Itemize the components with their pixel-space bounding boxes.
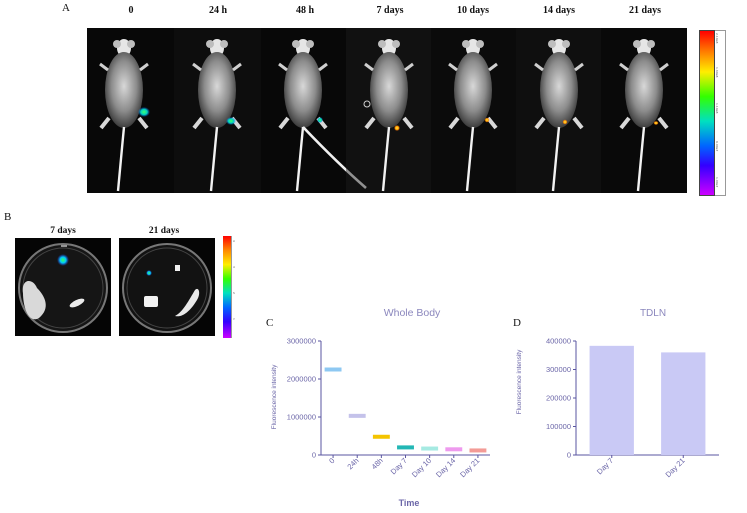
- y-axis-label: Fluorescence intensity: [516, 349, 523, 414]
- y-tick-label: 100000: [546, 422, 571, 431]
- x-tick-label: Day 7: [595, 456, 615, 476]
- x-tick-label: 48h: [370, 456, 385, 471]
- chart-title: TDLN: [640, 308, 666, 319]
- scale-tick-label: 4: [232, 240, 236, 242]
- y-tick-label: 0: [312, 451, 316, 460]
- mouse-image-24h: [191, 37, 243, 193]
- y-tick-label: 1000000: [287, 413, 316, 422]
- x-tick-labels: 0 24h 48h Day 7 Day 10 Day 14 Day 21: [327, 456, 481, 479]
- bar-day-7: [589, 345, 634, 455]
- y-tick-label: 300000: [546, 365, 571, 374]
- chart-bars: [589, 345, 706, 455]
- panel-a-color-scale: [699, 30, 715, 196]
- chart-axes: [573, 340, 719, 458]
- y-axis-label: Fluorescence intensity: [271, 364, 278, 429]
- chart-title: Whole Body: [384, 307, 441, 319]
- y-tick-labels: 0 1000000 2000000 3000000: [287, 337, 316, 460]
- x-tick-label: Day 21: [663, 456, 686, 479]
- timepoint-label: 48 h: [295, 5, 315, 16]
- panel-c-label: C: [266, 317, 274, 329]
- bar-day-14: [445, 447, 463, 452]
- timepoint-label: 21 days: [629, 5, 661, 16]
- x-tick-label: Day 21: [458, 456, 481, 479]
- dish-timepoint-label: 7 days: [50, 226, 76, 236]
- bar-0: [324, 367, 342, 372]
- dish-image-21days: [119, 238, 215, 336]
- y-tick-label: 0: [567, 451, 571, 460]
- bar-24h: [348, 413, 366, 418]
- bar-day-7: [397, 445, 414, 450]
- dish-7days-graphic: [18, 243, 108, 333]
- mouse-images: [98, 28, 687, 193]
- x-tick-label: Day 7: [389, 456, 409, 476]
- y-tick-label: 400000: [546, 337, 571, 346]
- mouse-image-21days: [618, 37, 670, 193]
- x-tick-label: 0: [327, 456, 336, 465]
- dish-timepoint-label: 21 days: [148, 226, 180, 236]
- panel-a-color-scale-ticks: 2.10e8 1.60e8 1.10e8 6.00e7 1.00e7: [715, 30, 726, 196]
- scale-tick-label: 1.00e7: [715, 177, 719, 188]
- mouse-image-0h: [98, 37, 150, 193]
- panel-b-color-scale-ticks: 4 3 2 1: [231, 236, 236, 338]
- scale-tick-label: 1.60e8: [715, 67, 719, 78]
- scale-tick-label: 1.10e8: [715, 103, 719, 114]
- bar-day-21: [661, 352, 706, 455]
- mouse-image-10days: [447, 37, 499, 193]
- chart-axes: [318, 340, 490, 458]
- scale-tick-label: 3: [232, 266, 236, 268]
- chart-bars: [324, 367, 487, 453]
- scale-tick-label: 2.10e8: [715, 33, 719, 44]
- panel-d-label: D: [513, 317, 521, 329]
- mouse-image-7days: [363, 37, 415, 193]
- x-tick-labels: Day 7 Day 21: [595, 456, 687, 479]
- y-tick-labels: 0 100000 200000 300000 400000: [546, 337, 571, 460]
- scale-tick-label: 6.00e7: [715, 141, 719, 152]
- bar-day-10: [421, 446, 439, 451]
- dish-image-7days: [15, 238, 111, 336]
- timepoint-label: 7 days: [376, 5, 404, 16]
- x-tick-label: Day 10: [410, 456, 433, 479]
- bar-day-21: [469, 448, 487, 453]
- timepoint-label: 10 days: [457, 5, 489, 16]
- mouse-imaging-strip: [87, 28, 687, 193]
- mouse-image-48h: [277, 37, 367, 193]
- panel-b-color-scale: [223, 236, 231, 338]
- panel-a-label: A: [62, 2, 70, 14]
- scale-tick-label: 2: [232, 292, 236, 294]
- bar-48h: [372, 434, 390, 439]
- timepoint-label: 0: [128, 5, 134, 16]
- dish-21days-graphic: [122, 243, 212, 333]
- scale-tick-label: 1: [232, 318, 236, 320]
- y-tick-label: 3000000: [287, 337, 316, 346]
- x-axis-label: Time: [399, 498, 420, 508]
- mouse-image-14days: [533, 37, 585, 193]
- x-tick-label: Day 14: [434, 456, 457, 479]
- y-tick-label: 2000000: [287, 375, 316, 384]
- timepoint-label: 24 h: [208, 5, 228, 16]
- x-tick-label: 24h: [345, 456, 360, 471]
- timepoint-label: 14 days: [543, 5, 575, 16]
- y-tick-label: 200000: [546, 394, 571, 403]
- panel-b-label: B: [4, 211, 12, 223]
